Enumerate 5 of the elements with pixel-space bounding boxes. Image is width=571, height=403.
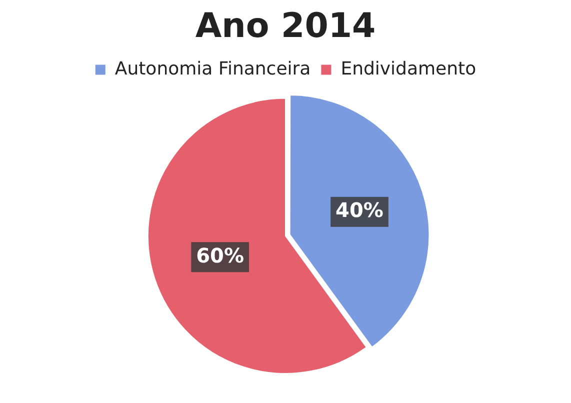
legend-label: Autonomia Financeira	[114, 58, 311, 80]
data-label: 60%	[196, 243, 244, 268]
data-label: 40%	[336, 198, 384, 222]
legend-label: Endividamento	[340, 58, 476, 80]
chart-title: Ano 2014	[195, 6, 376, 46]
